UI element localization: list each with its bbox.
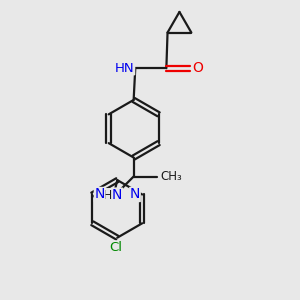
Text: Cl: Cl	[109, 241, 122, 254]
Text: N: N	[112, 188, 122, 202]
Text: N: N	[94, 188, 105, 202]
Text: O: O	[193, 61, 203, 75]
Text: H: H	[103, 189, 112, 202]
Text: HN: HN	[115, 62, 135, 75]
Text: N: N	[130, 188, 140, 202]
Text: CH₃: CH₃	[160, 170, 182, 183]
